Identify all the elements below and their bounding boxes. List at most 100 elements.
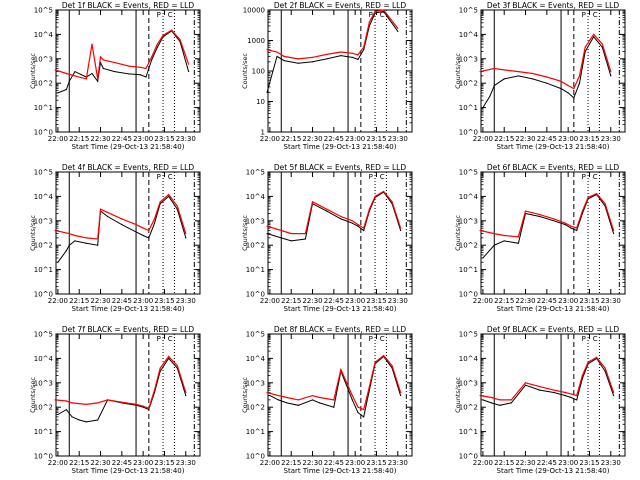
chart-1-ytick-label: 10^5	[34, 7, 53, 15]
chart-1-events-point	[188, 70, 190, 73]
chart-3-ylabel: Counts/sec	[454, 53, 462, 89]
chart-9-lld-point	[499, 399, 501, 401]
chart-9-xtick-label: 23:15	[579, 459, 599, 467]
chart-3-lld-point	[532, 72, 534, 75]
chart-1-events-point	[139, 74, 141, 76]
chart-3-events-point	[546, 82, 548, 84]
chart-2-events-point	[340, 54, 342, 57]
chart-6-ytick-label: 10^3	[459, 217, 478, 225]
chart-1-marker-c: C	[168, 11, 173, 19]
chart-1-lld-point	[128, 65, 130, 67]
chart-9-events-point	[539, 389, 541, 391]
chart-7-events-point	[78, 419, 80, 421]
chart-5-lld-point	[304, 232, 307, 235]
chart-8-marker-p: P	[369, 335, 373, 343]
chart-9-ytick-label: 10^2	[459, 404, 478, 412]
chart-9-lld-point	[564, 391, 566, 394]
chart-9-xtick-label: 23:00	[558, 459, 578, 467]
chart-6-events-point	[482, 257, 484, 259]
chart-8-ylabel: Counts/sec	[241, 377, 249, 413]
chart-3-ytick-label: 10^1	[459, 104, 478, 112]
chart-6-xtick-label: 23:15	[579, 297, 599, 305]
chart-4-events-point	[168, 195, 170, 197]
chart-3-lld-point	[573, 88, 575, 90]
chart-1-lld-point	[102, 59, 104, 61]
chart-7-lld-point	[185, 391, 187, 394]
chart-7-events-point	[168, 357, 170, 359]
chart-9-lld-point	[490, 396, 493, 399]
chart-3-lld-point	[493, 67, 495, 70]
chart-2-series-events	[266, 10, 399, 93]
chart-1-ylabel: Counts/sec	[29, 53, 37, 89]
chart-5-ytick-label: 10^1	[246, 266, 265, 274]
chart-8-events-point	[357, 412, 359, 414]
chart-9-events-point	[524, 384, 527, 386]
chart-1-events-point	[65, 88, 68, 91]
chart-1-xtick-label: 23:00	[133, 135, 153, 143]
chart-8-lld-point	[297, 399, 299, 401]
chart-8-events-point	[286, 402, 288, 404]
chart-1-lld-point	[162, 34, 164, 37]
chart-3-events-point	[482, 107, 484, 109]
chart-4-lld-point	[176, 205, 178, 207]
chart-4-events-point	[148, 237, 150, 239]
chart-5-lld-point	[374, 195, 376, 197]
chart-5-events-point	[280, 237, 282, 239]
chart-1-lld-point	[65, 72, 68, 75]
chart-5-events-point	[351, 222, 353, 224]
chart-5-lld-point	[280, 229, 282, 232]
chart-8-lld-point	[277, 394, 280, 397]
chart-6-lld-point	[613, 229, 615, 232]
chart-3-events-point	[489, 95, 491, 97]
chart-9-lld-point	[604, 367, 606, 369]
chart-1-title: Det 1f BLACK = Events, RED = LLD	[62, 1, 195, 10]
chart-6-ytick-label: 10^1	[459, 266, 478, 274]
chart-5-events-point	[290, 240, 292, 242]
chart-8-plot-frame	[267, 333, 413, 457]
chart-4-lld-point	[97, 238, 99, 240]
chart-6-lld-point	[587, 196, 589, 199]
chart-3-lld-point	[601, 43, 603, 45]
chart-7-xtick-label: 22:15	[69, 459, 89, 467]
chart-3-lld-point	[584, 46, 586, 48]
chart-1-xtick-label: 23:30	[176, 135, 196, 143]
chart-6-events-point	[517, 242, 520, 244]
chart-2-lld-point	[368, 21, 370, 23]
chart-1-events-point	[74, 70, 76, 73]
chart-8-lld-point	[368, 385, 370, 388]
chart-2-events-point	[326, 58, 328, 60]
chart-6-events-point	[564, 223, 566, 226]
chart-7-ylabel: Counts/sec	[29, 377, 37, 413]
chart-6-lld-point	[524, 210, 527, 212]
chart-5-ytick-label: 10^3	[246, 217, 265, 225]
chart-1-events-point	[91, 72, 93, 75]
chart-5-events-point	[266, 232, 268, 235]
chart-9-events-point	[564, 394, 566, 397]
chart-4-lld-point	[121, 218, 123, 220]
chart-7-xtick-label: 23:30	[176, 459, 196, 467]
chart-3-marker-c: C	[593, 11, 598, 19]
chart-5-ylabel: Counts/sec	[241, 215, 249, 251]
chart-9-xtick-label: 22:30	[515, 459, 535, 467]
chart-5-lld-point	[326, 208, 328, 210]
chart-1-events-point	[57, 92, 59, 94]
chart-8-marker-c: C	[380, 335, 385, 343]
chart-8-xtick-label: 23:30	[388, 459, 408, 467]
chart-3-ytick-label: 10^4	[459, 31, 479, 39]
chart-6-xlabel: Start Time (29-Oct-13 21:58:40)	[497, 305, 610, 313]
chart-1-xtick-label: 22:00	[48, 135, 68, 143]
chart-6-lld-point	[539, 213, 541, 216]
chart-6-events-point	[493, 244, 495, 246]
chart-7-lld-point	[168, 355, 170, 358]
chart-7-lld-point	[176, 365, 178, 367]
chart-4-lld-point	[135, 223, 137, 226]
chart-2-lld-point	[276, 51, 278, 53]
chart-5-ytick-label: 10^4	[246, 193, 266, 201]
chart-8-events-point	[351, 399, 353, 401]
chart-1-lld-point	[156, 43, 158, 45]
chart-1-lld-point	[114, 61, 116, 64]
chart-8-lld-point	[363, 408, 365, 411]
chart-2-ylabel: Counts/sec	[241, 53, 249, 89]
chart-4-lld-point	[142, 227, 144, 229]
